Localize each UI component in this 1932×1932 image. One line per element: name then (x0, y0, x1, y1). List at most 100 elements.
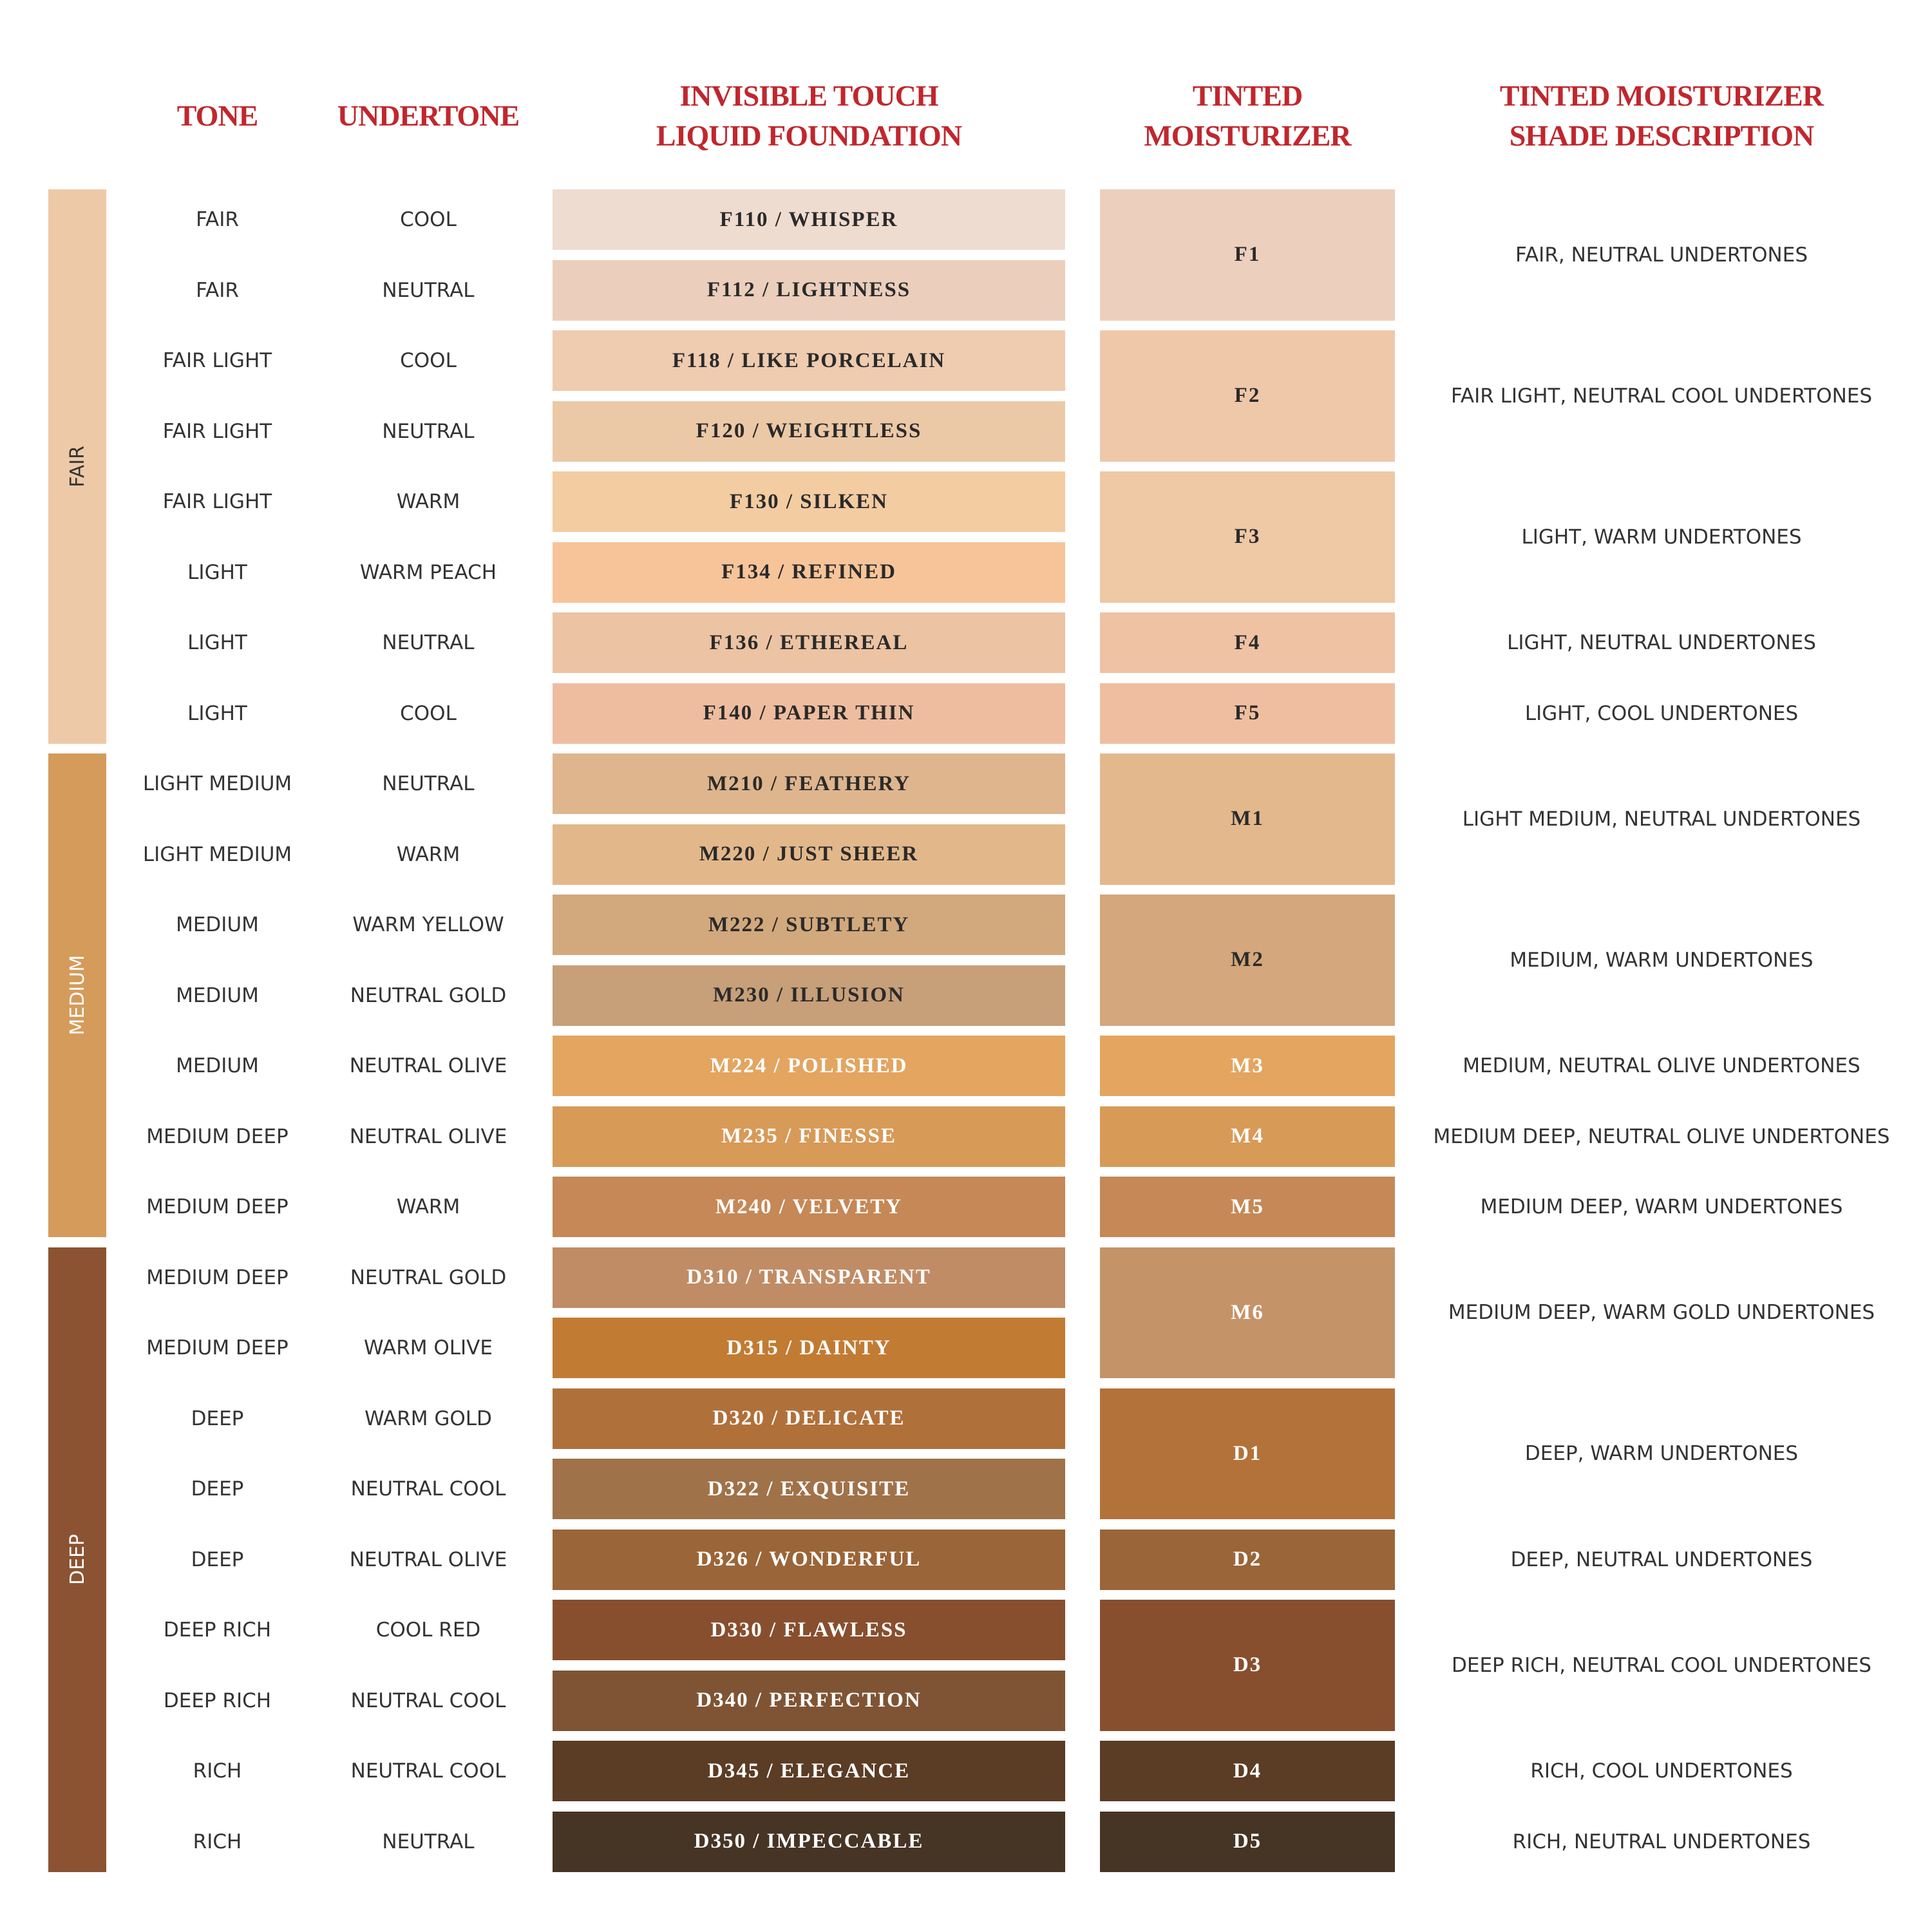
tone-cell: MEDIUM DEEP (146, 1336, 289, 1359)
header-line: LIQUID FOUNDATION (656, 119, 962, 152)
undertone-cell: NEUTRAL COOL (350, 1759, 506, 1783)
foundation-swatch: D322 / EXQUISITE (553, 1459, 1065, 1519)
shade-description: RICH, COOL UNDERTONES (1530, 1759, 1793, 1783)
undertone-cell: WARM (396, 1195, 460, 1218)
tone-cell: MEDIUM DEEP (146, 1265, 289, 1289)
foundation-swatch: D320 / DELICATE (553, 1388, 1065, 1449)
moisturizer-swatch: M1 (1100, 753, 1395, 885)
foundation-swatch: F118 / LIKE PORCELAIN (553, 330, 1065, 391)
moisturizer-swatch: F3 (1100, 471, 1395, 603)
foundation-swatch: M222 / SUBTLETY (553, 895, 1065, 955)
foundation-swatch: D315 / DAINTY (553, 1318, 1065, 1378)
undertone-cell: NEUTRAL OLIVE (349, 1054, 507, 1077)
tone-cell: MEDIUM (176, 983, 259, 1007)
moisturizer-swatch: M6 (1100, 1247, 1395, 1378)
foundation-swatch: F140 / PAPER THIN (553, 683, 1065, 744)
undertone-cell: COOL RED (375, 1618, 481, 1642)
moisturizer-swatch: D3 (1100, 1600, 1395, 1731)
foundation-swatch: F110 / WHISPER (553, 189, 1065, 250)
foundation-swatch: M224 / POLISHED (553, 1036, 1065, 1096)
tone-cell: LIGHT MEDIUM (142, 772, 292, 795)
tone-cell: MEDIUM DEEP (146, 1195, 289, 1218)
undertone-cell: NEUTRAL OLIVE (349, 1124, 507, 1148)
moisturizer-swatch: D4 (1100, 1741, 1395, 1801)
undertone-cell: WARM PEACH (359, 560, 497, 584)
foundation-swatch: M235 / FINESSE (553, 1106, 1065, 1167)
column-header: INVISIBLE TOUCH LIQUID FOUNDATION (553, 71, 1065, 161)
moisturizer-swatch: M2 (1100, 895, 1395, 1026)
shade-description: RICH, NEUTRAL UNDERTONES (1512, 1830, 1811, 1853)
tone-cell: FAIR LIGHT (162, 490, 272, 513)
foundation-swatch: M230 / ILLUSION (553, 965, 1065, 1026)
undertone-cell: NEUTRAL GOLD (350, 1265, 507, 1289)
foundation-swatch: M220 / JUST SHEER (553, 824, 1065, 885)
tone-cell: FAIR LIGHT (162, 419, 272, 443)
tone-group-label: MEDIUM (66, 955, 89, 1036)
tone-cell: LIGHT (187, 560, 247, 584)
header-line: UNDERTONE (337, 99, 520, 132)
shade-description: FAIR, NEUTRAL UNDERTONES (1515, 243, 1808, 267)
column-header: UNDERTONE (337, 71, 520, 161)
tone-cell: FAIR (196, 278, 239, 302)
shade-description: DEEP RICH, NEUTRAL COOL UNDERTONES (1452, 1653, 1871, 1677)
tone-cell: DEEP (191, 1477, 244, 1501)
foundation-swatch: M240 / VELVETY (553, 1177, 1065, 1237)
tone-cell: DEEP RICH (163, 1689, 272, 1712)
shade-description: LIGHT MEDIUM, NEUTRAL UNDERTONES (1462, 807, 1861, 831)
undertone-cell: NEUTRAL OLIVE (349, 1548, 507, 1571)
foundation-swatch: D350 / IMPECCABLE (553, 1811, 1065, 1872)
tone-cell: MEDIUM DEEP (146, 1124, 289, 1148)
undertone-cell: COOL (400, 349, 457, 372)
moisturizer-swatch: D2 (1100, 1529, 1395, 1590)
tone-cell: MEDIUM (176, 913, 259, 936)
foundation-swatch: D340 / PERFECTION (553, 1670, 1065, 1731)
tone-group-label: DEEP (66, 1533, 89, 1586)
tone-cell: LIGHT (187, 701, 247, 725)
moisturizer-swatch: F5 (1100, 683, 1395, 744)
column-header: TINTED MOISTURIZER SHADE DESCRIPTION (1417, 71, 1906, 161)
tone-cell: DEEP (191, 1406, 244, 1430)
tone-cell: RICH (193, 1830, 242, 1853)
undertone-cell: WARM OLIVE (364, 1336, 493, 1359)
foundation-swatch: D345 / ELEGANCE (553, 1741, 1065, 1801)
tone-cell: FAIR LIGHT (162, 349, 272, 372)
tone-group-label: FAIR (66, 445, 89, 488)
shade-description: LIGHT, NEUTRAL UNDERTONES (1507, 631, 1816, 654)
foundation-swatch: M210 / FEATHERY (553, 753, 1065, 814)
tone-cell: RICH (193, 1759, 242, 1783)
foundation-swatch: D310 / TRANSPARENT (553, 1247, 1065, 1308)
undertone-cell: COOL (400, 701, 457, 725)
undertone-cell: NEUTRAL (382, 631, 475, 654)
shade-description: MEDIUM DEEP, WARM GOLD UNDERTONES (1448, 1301, 1875, 1325)
column-header: TINTED MOISTURIZER (1100, 71, 1395, 161)
undertone-cell: WARM GOLD (365, 1406, 492, 1430)
foundation-swatch: F134 / REFINED (553, 542, 1065, 603)
shade-description: MEDIUM, NEUTRAL OLIVE UNDERTONES (1463, 1054, 1861, 1077)
header-line: INVISIBLE TOUCH (679, 79, 938, 112)
undertone-cell: NEUTRAL COOL (350, 1689, 506, 1712)
shade-description: FAIR LIGHT, NEUTRAL COOL UNDERTONES (1450, 384, 1873, 408)
undertone-cell: WARM (396, 842, 460, 866)
tone-cell: MEDIUM (176, 1054, 259, 1077)
foundation-swatch: F130 / SILKEN (553, 471, 1065, 532)
undertone-cell: NEUTRAL (382, 772, 475, 795)
foundation-swatch: F112 / LIGHTNESS (553, 260, 1065, 321)
header-line: MOISTURIZER (1144, 119, 1351, 152)
foundation-swatch: F136 / ETHEREAL (553, 612, 1065, 673)
tone-group-bar: FAIR (48, 189, 106, 744)
tone-cell: LIGHT MEDIUM (142, 842, 292, 866)
tone-group-bar: DEEP (48, 1247, 106, 1872)
moisturizer-swatch: D1 (1100, 1388, 1395, 1519)
shade-description: DEEP, NEUTRAL UNDERTONES (1510, 1548, 1813, 1571)
shade-description: LIGHT, WARM UNDERTONES (1521, 525, 1802, 549)
undertone-cell: COOL (400, 208, 457, 231)
undertone-cell: NEUTRAL (382, 1830, 475, 1853)
shade-description: DEEP, WARM UNDERTONES (1524, 1442, 1799, 1466)
undertone-cell: NEUTRAL COOL (350, 1477, 506, 1501)
undertone-cell: NEUTRAL GOLD (350, 983, 507, 1007)
foundation-swatch: D326 / WONDERFUL (553, 1529, 1065, 1590)
shade-description: LIGHT, COOL UNDERTONES (1524, 701, 1799, 725)
moisturizer-swatch: M5 (1100, 1177, 1395, 1237)
header-line: SHADE DESCRIPTION (1509, 119, 1814, 152)
